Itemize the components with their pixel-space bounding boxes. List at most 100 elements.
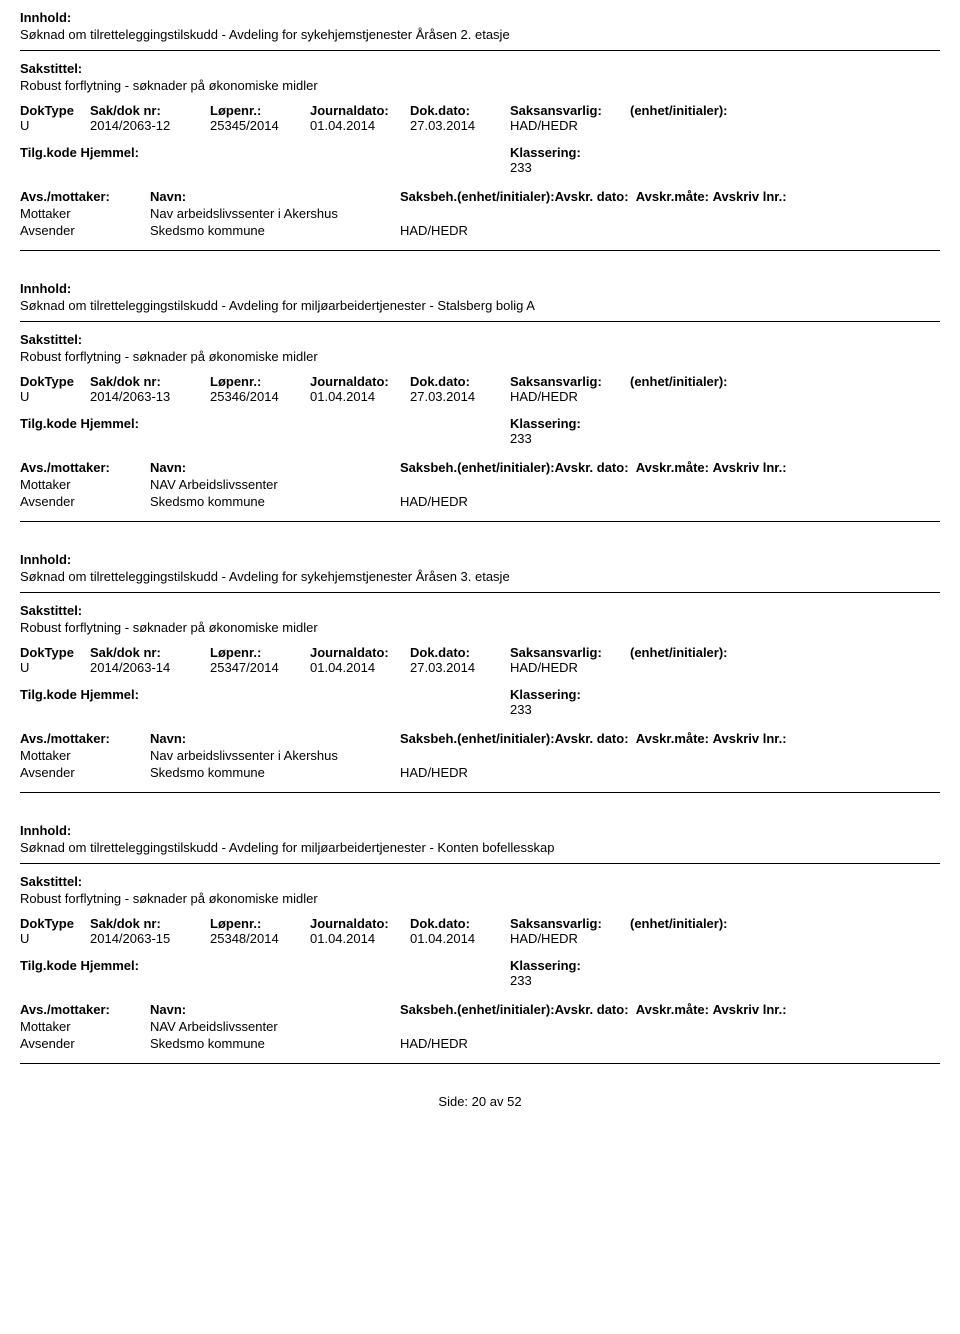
tilgkode-label: Tilg.kode xyxy=(20,958,77,973)
footer-prefix: Side: xyxy=(438,1094,468,1109)
tilg-klass-values: 233 xyxy=(20,702,940,717)
avsmottaker-label: Avs./mottaker: xyxy=(20,1002,150,1017)
meta-values: U 2014/2063-15 25348/2014 01.04.2014 01.… xyxy=(20,931,940,946)
mottaker-role: Mottaker xyxy=(20,206,150,221)
klassering-value: 233 xyxy=(510,702,532,717)
meta-header: DokType Sak/dok nr: Løpenr.: Journaldato… xyxy=(20,374,940,389)
saksansv-value: HAD/HEDR xyxy=(510,389,630,404)
tilg-header: Tilg.kode Hjemmel: xyxy=(20,145,510,160)
lopenr-value: 25347/2014 xyxy=(210,660,310,675)
saknr-value: 2014/2063-15 xyxy=(90,931,210,946)
record-divider xyxy=(20,250,940,251)
page-footer: Side: 20 av 52 xyxy=(20,1094,940,1109)
innhold-text: Søknad om tilretteleggingstilskudd - Avd… xyxy=(20,298,940,322)
saknr-value: 2014/2063-12 xyxy=(90,118,210,133)
mottaker-row: Mottaker NAV Arbeidslivssenter xyxy=(20,1019,940,1034)
klassering-value: 233 xyxy=(510,160,532,175)
tilg-klass-values: 233 xyxy=(20,973,940,988)
avskrmaate-label: Avskr.måte: xyxy=(636,1002,709,1017)
doktype-value: U xyxy=(20,660,90,675)
mottaker-name: NAV Arbeidslivssenter xyxy=(150,477,400,492)
lopenr-value: 25348/2014 xyxy=(210,931,310,946)
innhold-text: Søknad om tilretteleggingstilskudd - Avd… xyxy=(20,840,940,864)
journal-record: Innhold: Søknad om tilretteleggingstilsk… xyxy=(20,281,940,522)
avsender-name: Skedsmo kommune xyxy=(150,223,400,238)
navn-label: Navn: xyxy=(150,731,400,746)
klassering-value: 233 xyxy=(510,973,532,988)
saksbeh-value: HAD/HEDR xyxy=(400,765,560,780)
journal-value: 01.04.2014 xyxy=(310,389,410,404)
avskrivlnr-label: Avskriv lnr.: xyxy=(713,1002,787,1017)
tilgkode-label: Tilg.kode xyxy=(20,687,77,702)
avsender-name: Skedsmo kommune xyxy=(150,1036,400,1051)
klassering-label: Klassering: xyxy=(510,145,581,160)
klassering-label: Klassering: xyxy=(510,687,581,702)
avskrmaate-label: Avskr.måte: xyxy=(636,189,709,204)
hjemmel-value xyxy=(20,973,510,988)
saksansv-header: Saksansvarlig: xyxy=(510,916,630,931)
party-header: Avs./mottaker: Navn: Saksbeh.(enhet/init… xyxy=(20,460,940,475)
lopenr-header: Løpenr.: xyxy=(210,645,310,660)
saksbeh-label: Saksbeh.(enhet/initialer): xyxy=(400,1002,555,1017)
journal-header: Journaldato: xyxy=(310,916,410,931)
doktype-value: U xyxy=(20,118,90,133)
dokdato-value: 27.03.2014 xyxy=(410,660,510,675)
hjemmel-label: Hjemmel: xyxy=(80,145,139,160)
saknr-header: Sak/dok nr: xyxy=(90,916,210,931)
enhet-header: (enhet/initialer): xyxy=(630,374,770,389)
dokdato-value: 01.04.2014 xyxy=(410,931,510,946)
sakstittel-label: Sakstittel: xyxy=(20,874,940,889)
saksansv-value: HAD/HEDR xyxy=(510,118,630,133)
saknr-header: Sak/dok nr: xyxy=(90,645,210,660)
enhet-header: (enhet/initialer): xyxy=(630,103,770,118)
tilg-header: Tilg.kode Hjemmel: xyxy=(20,687,510,702)
avsmottaker-label: Avs./mottaker: xyxy=(20,460,150,475)
navn-label: Navn: xyxy=(150,460,400,475)
innhold-text: Søknad om tilretteleggingstilskudd - Avd… xyxy=(20,569,940,593)
klassering-label: Klassering: xyxy=(510,416,581,431)
saksansv-header: Saksansvarlig: xyxy=(510,645,630,660)
hjemmel-label: Hjemmel: xyxy=(80,687,139,702)
mottaker-name: Nav arbeidslivssenter i Akershus xyxy=(150,748,400,763)
tilgkode-label: Tilg.kode xyxy=(20,416,77,431)
journal-header: Journaldato: xyxy=(310,374,410,389)
dokdato-value: 27.03.2014 xyxy=(410,118,510,133)
tilg-header: Tilg.kode Hjemmel: xyxy=(20,416,510,431)
tilg-klass-header: Tilg.kode Hjemmel: Klassering: xyxy=(20,687,940,702)
avskrivlnr-label: Avskriv lnr.: xyxy=(713,460,787,475)
saksansv-value: HAD/HEDR xyxy=(510,931,630,946)
party-header: Avs./mottaker: Navn: Saksbeh.(enhet/init… xyxy=(20,1002,940,1017)
avsender-name: Skedsmo kommune xyxy=(150,494,400,509)
mottaker-name: NAV Arbeidslivssenter xyxy=(150,1019,400,1034)
footer-page: 20 xyxy=(472,1094,486,1109)
tilgkode-label: Tilg.kode xyxy=(20,145,77,160)
doktype-header: DokType xyxy=(20,103,90,118)
saksbeh-label: Saksbeh.(enhet/initialer): xyxy=(400,189,555,204)
navn-label: Navn: xyxy=(150,189,400,204)
dokdato-value: 27.03.2014 xyxy=(410,389,510,404)
sakstittel-text: Robust forflytning - søknader på økonomi… xyxy=(20,349,940,364)
hjemmel-value xyxy=(20,431,510,446)
mottaker-row: Mottaker Nav arbeidslivssenter i Akershu… xyxy=(20,206,940,221)
sakstittel-label: Sakstittel: xyxy=(20,61,940,76)
enhet-header: (enhet/initialer): xyxy=(630,645,770,660)
saknr-header: Sak/dok nr: xyxy=(90,374,210,389)
party-header: Avs./mottaker: Navn: Saksbeh.(enhet/init… xyxy=(20,189,940,204)
journal-value: 01.04.2014 xyxy=(310,660,410,675)
avsender-row: Avsender Skedsmo kommune HAD/HEDR xyxy=(20,1036,940,1051)
dokdato-header: Dok.dato: xyxy=(410,103,510,118)
navn-label: Navn: xyxy=(150,1002,400,1017)
sakstittel-text: Robust forflytning - søknader på økonomi… xyxy=(20,78,940,93)
journal-header: Journaldato: xyxy=(310,645,410,660)
avsender-role: Avsender xyxy=(20,1036,150,1051)
journal-record: Innhold: Søknad om tilretteleggingstilsk… xyxy=(20,10,940,251)
record-divider xyxy=(20,1063,940,1064)
klassering-value: 233 xyxy=(510,431,532,446)
dokdato-header: Dok.dato: xyxy=(410,916,510,931)
sakstittel-label: Sakstittel: xyxy=(20,603,940,618)
meta-values: U 2014/2063-14 25347/2014 01.04.2014 27.… xyxy=(20,660,940,675)
saksbeh-label: Saksbeh.(enhet/initialer): xyxy=(400,731,555,746)
mottaker-role: Mottaker xyxy=(20,1019,150,1034)
saksansv-header: Saksansvarlig: xyxy=(510,374,630,389)
tilg-klass-values: 233 xyxy=(20,431,940,446)
